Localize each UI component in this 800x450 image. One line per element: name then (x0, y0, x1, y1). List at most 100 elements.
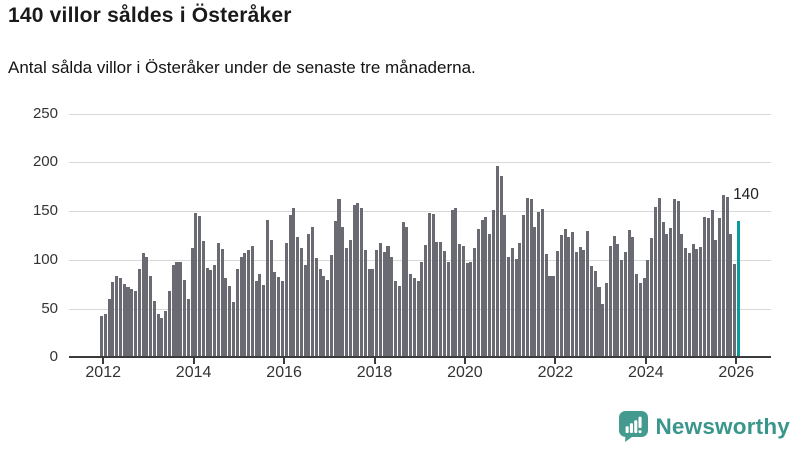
bar (507, 256, 511, 358)
bar (100, 316, 104, 358)
bar (412, 278, 416, 358)
bar (608, 246, 612, 358)
bar (676, 201, 680, 358)
bar (635, 273, 639, 358)
bar (360, 208, 364, 358)
bar (582, 250, 586, 358)
bar (454, 208, 458, 358)
bar (510, 248, 514, 358)
bar (529, 199, 533, 358)
gridline (69, 162, 771, 164)
bar (292, 208, 296, 358)
x-axis-tick (644, 358, 647, 364)
bar (416, 281, 420, 358)
bar (126, 287, 130, 358)
bar (476, 228, 480, 358)
bar (175, 261, 179, 358)
bar (638, 283, 642, 358)
gridline (69, 259, 771, 261)
bar (540, 209, 544, 358)
x-axis-tick-label: 2018 (356, 364, 393, 381)
bar (450, 210, 454, 358)
bar (198, 216, 202, 358)
bar (601, 303, 605, 358)
bar (593, 270, 597, 358)
bar (145, 256, 149, 358)
bar (394, 281, 398, 358)
bar (311, 226, 315, 358)
bar (224, 278, 228, 358)
bar (314, 257, 318, 358)
bar (209, 269, 213, 358)
bar (446, 261, 450, 358)
bar (480, 219, 484, 358)
bar (401, 221, 405, 358)
bar (612, 235, 616, 358)
last-value-label: 140 (733, 186, 759, 203)
bar (544, 254, 548, 358)
bar (522, 215, 526, 358)
bar (725, 196, 729, 358)
bar (435, 242, 439, 358)
bar (559, 234, 563, 358)
x-axis-tick-label: 2024 (628, 364, 664, 381)
bar (699, 247, 703, 358)
bar (680, 233, 684, 358)
gridline (69, 211, 771, 213)
bar (329, 255, 333, 358)
bar (729, 233, 733, 358)
chart-title: 140 villor såldes i Österåker (8, 4, 292, 27)
bar (378, 243, 382, 358)
bar (182, 280, 187, 358)
bar (661, 221, 665, 358)
newsworthy-icon (619, 411, 649, 442)
bar (179, 261, 183, 358)
bar (718, 218, 722, 358)
bar (556, 251, 560, 358)
bar (548, 276, 552, 358)
bar (137, 268, 141, 358)
bar (514, 258, 518, 358)
bar (220, 249, 224, 358)
bar (122, 284, 126, 358)
bar (134, 291, 138, 358)
bar (228, 286, 232, 358)
bar (631, 236, 635, 358)
bar (205, 267, 209, 358)
bar (273, 271, 277, 358)
y-axis-tick-label: 200 (32, 153, 58, 171)
highlighted-bar (736, 220, 740, 358)
bar (284, 243, 288, 358)
bar (589, 265, 593, 358)
bar (345, 248, 349, 358)
bar (537, 212, 541, 358)
bar (115, 276, 119, 358)
bar (118, 278, 122, 358)
bar (307, 233, 311, 358)
bar (623, 252, 627, 358)
bar (269, 240, 273, 358)
bar (356, 203, 360, 358)
bar (160, 318, 164, 358)
bar (495, 166, 499, 358)
bar (149, 275, 153, 358)
x-axis-tick-label: 2016 (266, 364, 302, 381)
bar (473, 248, 477, 358)
bar (390, 256, 394, 358)
bar (431, 214, 435, 358)
bar (265, 219, 269, 358)
bar (710, 210, 714, 358)
x-axis-tick (463, 358, 466, 364)
bar (375, 250, 379, 358)
x-axis-tick-label: 2022 (537, 364, 574, 381)
bar (439, 242, 443, 358)
bar (491, 210, 495, 358)
bar (296, 236, 300, 358)
bar (503, 215, 507, 358)
bar (288, 215, 292, 358)
bar (367, 268, 371, 358)
bar (657, 197, 661, 358)
bar (461, 246, 465, 358)
chart-subtitle: Antal sålda villor i Österåker under de … (8, 58, 476, 77)
